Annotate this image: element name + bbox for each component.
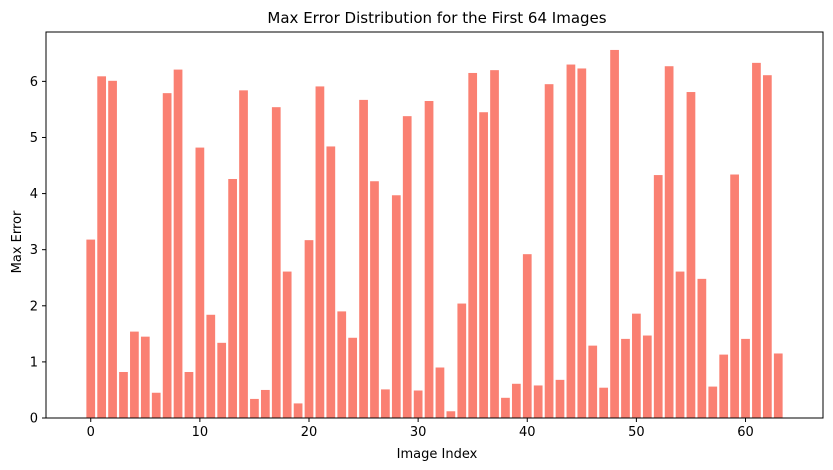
bar-55 bbox=[686, 92, 696, 418]
y-tick-label: 6 bbox=[30, 75, 38, 90]
bar-12 bbox=[217, 342, 227, 418]
bar-25 bbox=[359, 99, 368, 418]
x-tick-label: 30 bbox=[410, 425, 427, 440]
bar-20 bbox=[304, 240, 314, 418]
bar-17 bbox=[271, 107, 281, 419]
bar-4 bbox=[130, 331, 139, 418]
bar-7 bbox=[162, 93, 172, 419]
bar-49 bbox=[621, 338, 630, 418]
y-tick-label: 0 bbox=[30, 412, 38, 427]
y-tick-label: 3 bbox=[30, 243, 38, 258]
bar-60 bbox=[741, 338, 750, 418]
bar-33 bbox=[446, 411, 456, 418]
y-tick-label: 4 bbox=[30, 187, 38, 202]
bar-5 bbox=[140, 336, 150, 418]
bar-1 bbox=[97, 76, 107, 418]
x-tick-label: 0 bbox=[87, 425, 95, 440]
bar-52 bbox=[653, 175, 663, 418]
x-tick-label: 60 bbox=[737, 425, 754, 440]
bar-28 bbox=[391, 195, 401, 418]
y-tick-label: 5 bbox=[30, 131, 38, 146]
bar-39 bbox=[511, 383, 521, 418]
bar-47 bbox=[599, 387, 609, 418]
bar-43 bbox=[555, 379, 565, 418]
bar-62 bbox=[762, 75, 772, 418]
bar-32 bbox=[435, 367, 445, 418]
bar-44 bbox=[566, 64, 576, 418]
x-axis-ticks: 0 10 20 30 40 50 60 bbox=[87, 418, 754, 440]
y-axis-label: Max Error bbox=[10, 210, 25, 273]
x-tick-label: 20 bbox=[301, 425, 318, 440]
y-tick-label: 1 bbox=[30, 355, 38, 370]
bar-35 bbox=[468, 72, 478, 419]
x-tick-label: 50 bbox=[628, 425, 645, 440]
bar-59 bbox=[730, 174, 739, 418]
bar-37 bbox=[490, 70, 499, 419]
bar-56 bbox=[697, 278, 707, 418]
bar-61 bbox=[752, 62, 761, 419]
bar-46 bbox=[588, 345, 598, 419]
bar-29 bbox=[402, 116, 412, 418]
bar-63 bbox=[773, 353, 783, 418]
bar-10 bbox=[195, 147, 205, 418]
y-axis-ticks: 0 1 2 3 4 5 6 bbox=[30, 75, 46, 427]
bar-31 bbox=[424, 101, 434, 418]
bar-13 bbox=[228, 178, 237, 418]
bar-36 bbox=[479, 112, 488, 418]
bar-14 bbox=[239, 90, 248, 418]
bar-34 bbox=[457, 303, 467, 418]
bar-45 bbox=[577, 68, 587, 418]
plot-frame bbox=[45, 31, 824, 419]
chart-title: Max Error Distribution for the First 64 … bbox=[267, 9, 606, 27]
bars-group bbox=[86, 49, 783, 419]
x-tick-label: 40 bbox=[519, 425, 536, 440]
bar-24 bbox=[348, 337, 358, 418]
bar-19 bbox=[293, 403, 303, 418]
bar-40 bbox=[522, 254, 532, 418]
bar-30 bbox=[413, 390, 423, 418]
bar-22 bbox=[326, 146, 336, 418]
bar-15 bbox=[250, 398, 259, 418]
x-axis-label: Image Index bbox=[397, 447, 478, 462]
bar-41 bbox=[533, 385, 543, 418]
y-tick-label: 2 bbox=[30, 299, 38, 314]
bar-26 bbox=[370, 181, 379, 418]
bar-54 bbox=[675, 271, 685, 418]
bar-27 bbox=[381, 389, 390, 418]
bar-50 bbox=[632, 313, 641, 418]
bar-8 bbox=[173, 69, 183, 418]
bar-53 bbox=[664, 66, 674, 418]
bar-38 bbox=[501, 397, 510, 418]
bar-57 bbox=[708, 386, 718, 418]
bar-0 bbox=[86, 239, 96, 418]
bar-2 bbox=[108, 80, 117, 418]
bar-51 bbox=[642, 335, 652, 418]
bar-58 bbox=[719, 354, 729, 418]
bar-48 bbox=[610, 49, 619, 418]
x-tick-label: 10 bbox=[192, 425, 209, 440]
bar-6 bbox=[151, 392, 161, 418]
bar-21 bbox=[315, 86, 325, 419]
bar-42 bbox=[544, 84, 554, 419]
bar-3 bbox=[119, 371, 128, 418]
bar-9 bbox=[184, 371, 194, 418]
bar-11 bbox=[206, 314, 216, 418]
bar-23 bbox=[337, 311, 347, 418]
bar-16 bbox=[260, 389, 270, 418]
bar-18 bbox=[282, 271, 292, 418]
